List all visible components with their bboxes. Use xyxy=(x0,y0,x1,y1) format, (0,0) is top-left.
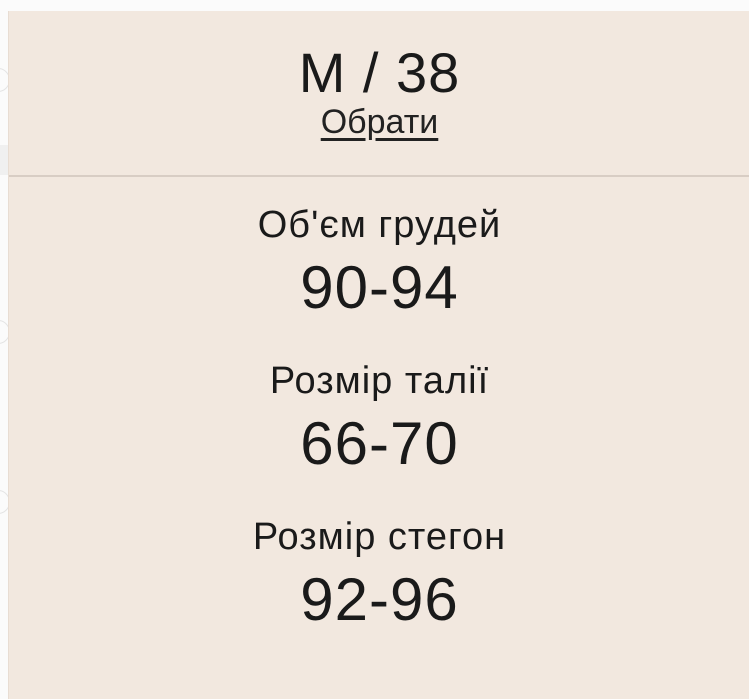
size-title: M / 38 xyxy=(298,41,461,104)
size-details-panel: M / 38 Обрати Об'єм грудей 90-94 Розмір … xyxy=(8,11,749,699)
measurement-value: 66-70 xyxy=(300,410,459,477)
measurement-waist: Розмір талії 66-70 xyxy=(9,359,749,479)
measurement-value: 90-94 xyxy=(300,254,459,321)
measurement-label: Розмір талії xyxy=(269,360,490,402)
measurement-bust: Об'єм грудей 90-94 xyxy=(9,203,749,323)
size-header: M / 38 Обрати xyxy=(9,11,749,177)
measurement-label: Об'єм грудей xyxy=(257,204,502,246)
measurement-label: Розмір стегон xyxy=(252,516,507,558)
background-element xyxy=(0,145,8,175)
measurement-hips: Розмір стегон 92-96 xyxy=(9,515,749,635)
choose-size-link[interactable]: Обрати xyxy=(320,103,439,141)
measurement-value: 92-96 xyxy=(300,566,459,633)
